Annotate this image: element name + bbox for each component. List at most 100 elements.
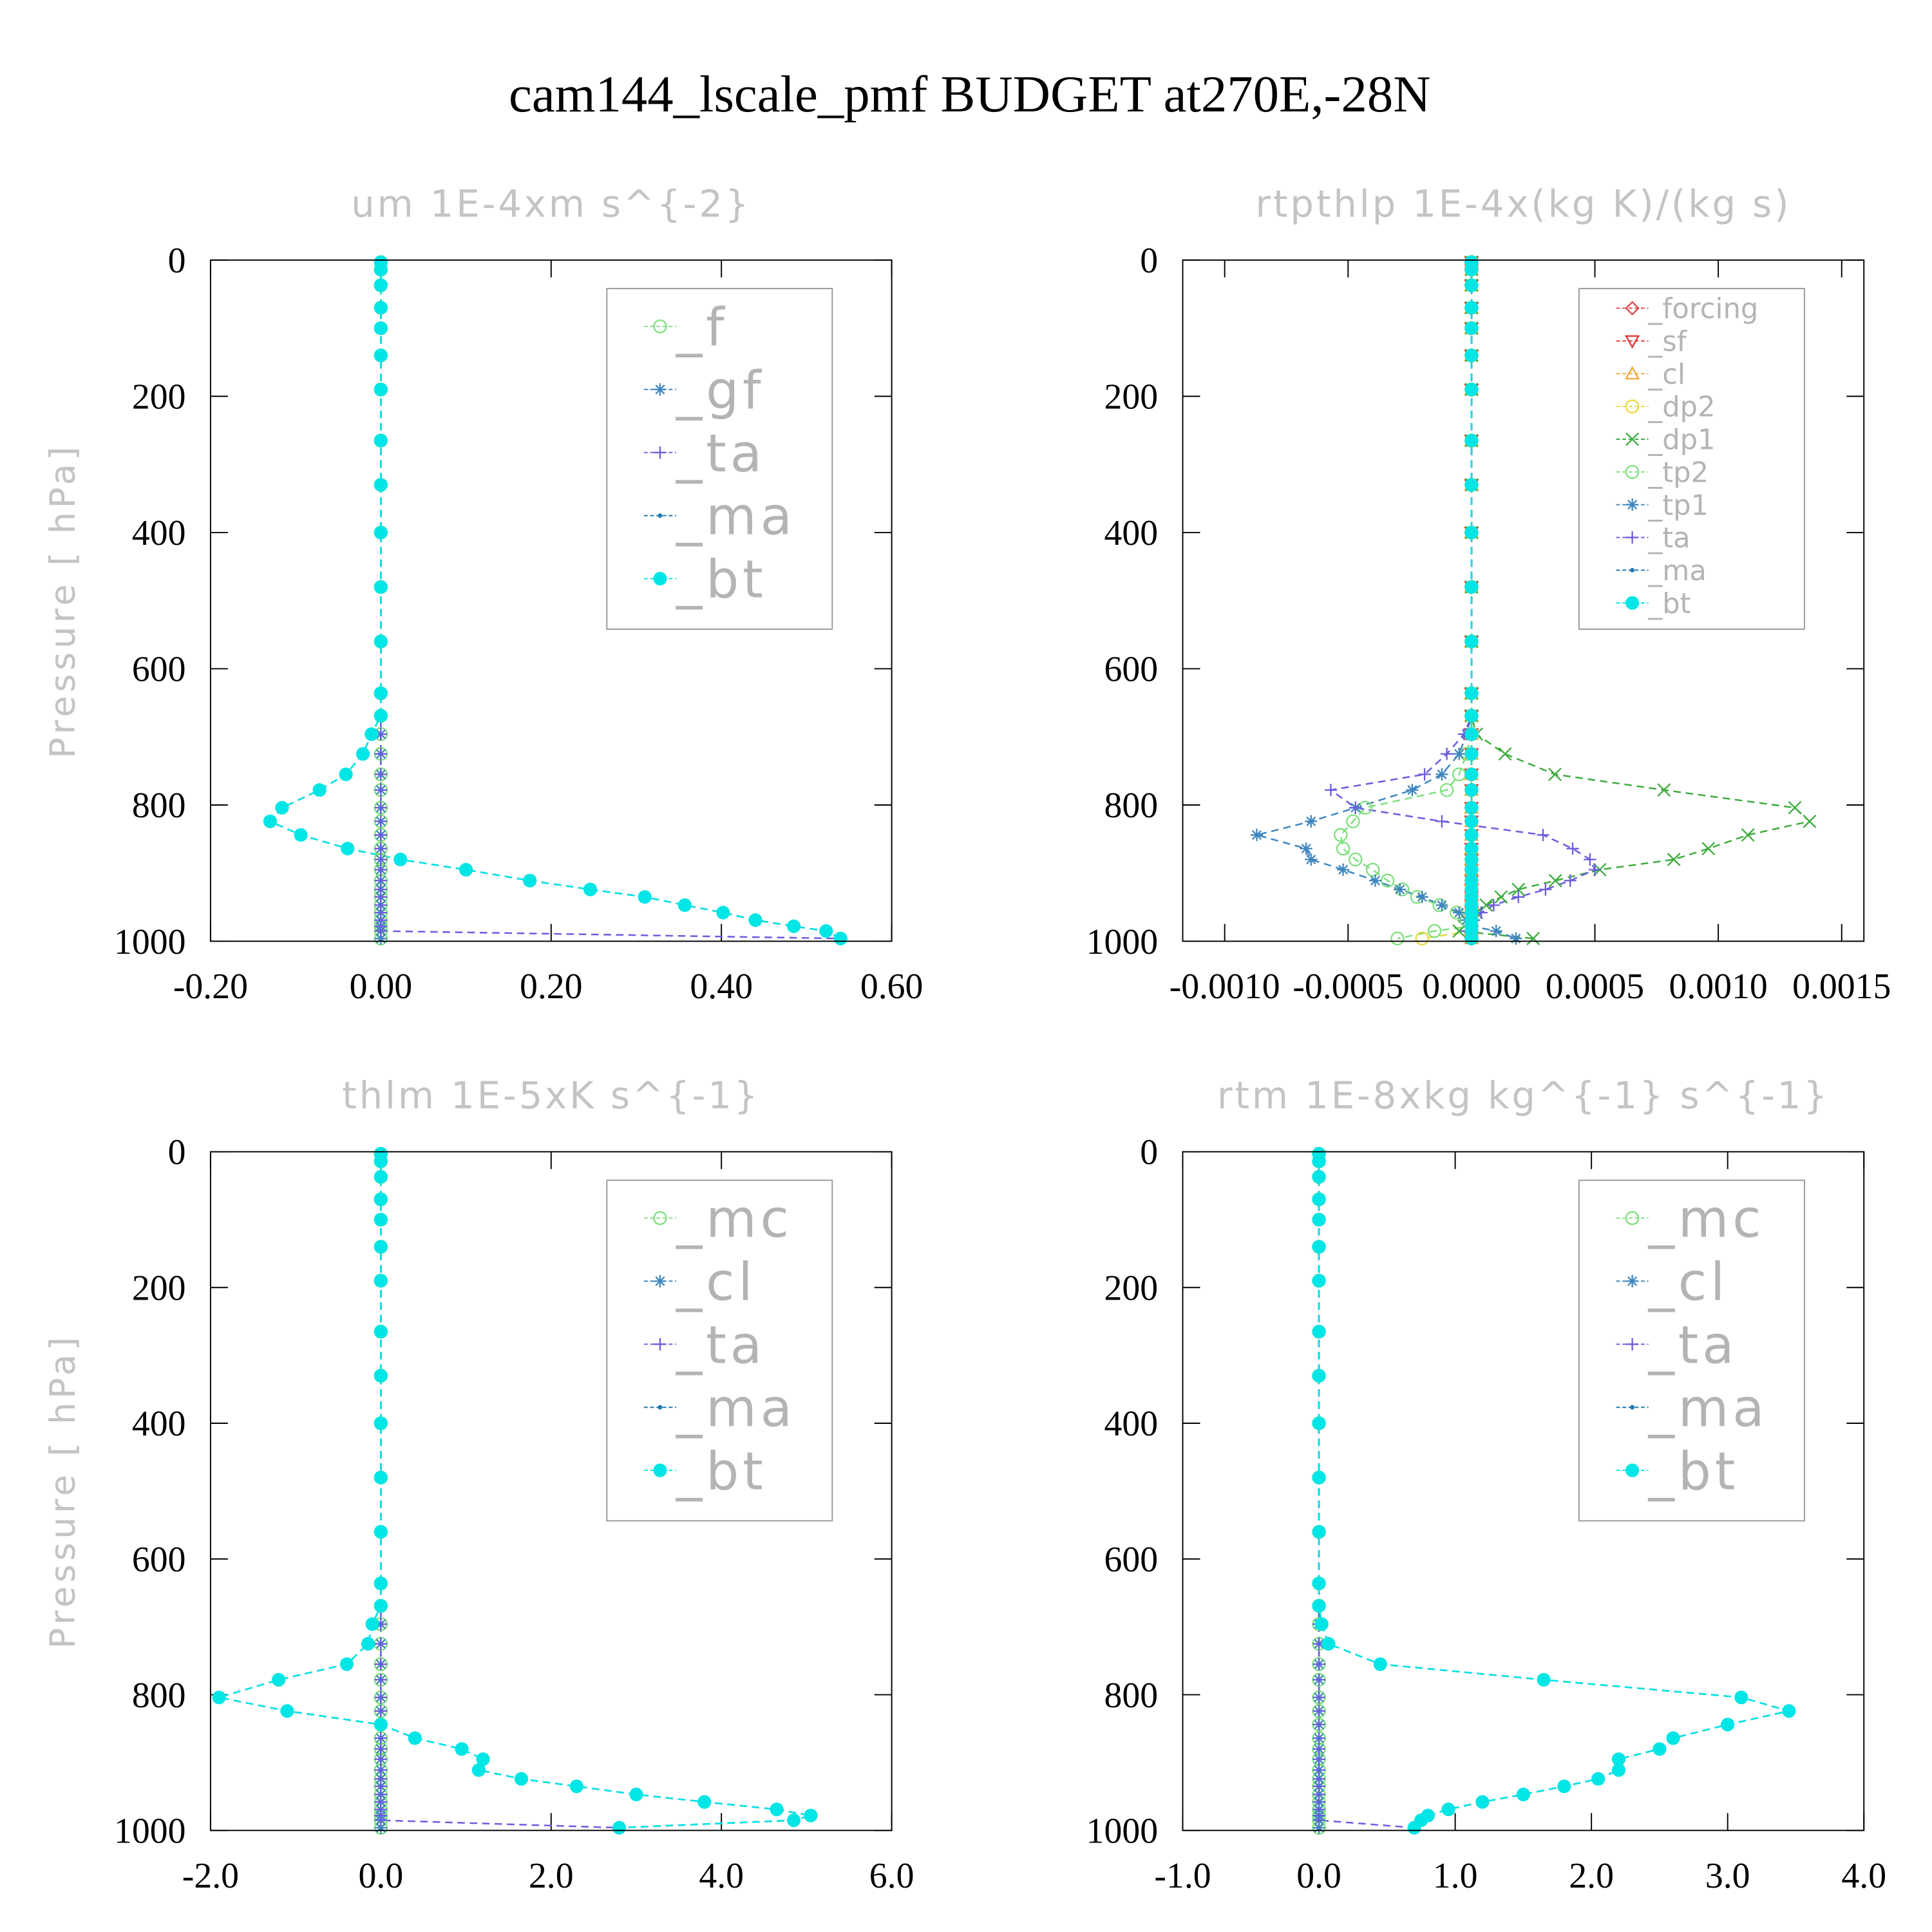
data-point — [374, 863, 387, 876]
data-point — [1312, 1525, 1326, 1539]
legend-label: _forcing — [1648, 293, 1759, 325]
legend-label: _ma — [1648, 1378, 1768, 1439]
data-point — [339, 1657, 354, 1671]
data-point — [471, 1763, 486, 1777]
data-point — [1490, 925, 1502, 938]
data-point — [1464, 842, 1479, 856]
data-point — [374, 321, 388, 336]
data-point — [1337, 863, 1350, 876]
data-point — [374, 686, 388, 701]
data-point — [1464, 686, 1479, 701]
x-tick-label: -1.0 — [1154, 1856, 1211, 1896]
data-point — [374, 1705, 387, 1718]
data-point — [1312, 1718, 1325, 1731]
data-point — [1464, 478, 1479, 492]
data-point — [1464, 828, 1479, 842]
data-point — [1312, 1691, 1325, 1704]
data-point — [1701, 842, 1716, 856]
legend-label: _mc — [1648, 1189, 1765, 1250]
data-point — [365, 1617, 379, 1631]
data-point — [1653, 1742, 1667, 1756]
data-point — [275, 800, 289, 815]
data-point — [1373, 1657, 1387, 1671]
legend-marker — [1625, 366, 1640, 380]
data-point — [374, 815, 387, 828]
legend-marker — [654, 1274, 667, 1287]
y-tick-label: 800 — [132, 1676, 186, 1716]
data-point — [455, 1742, 469, 1756]
data-point — [819, 924, 833, 938]
legend-marker — [1625, 1211, 1640, 1226]
legend-label: _sf — [1648, 326, 1688, 358]
legend-label: _ta — [676, 424, 766, 484]
legend-label: _bt — [1648, 588, 1691, 620]
legend-marker — [1626, 1274, 1639, 1287]
data-point — [1418, 768, 1431, 781]
y-tick-label: 600 — [1104, 650, 1158, 690]
data-point — [1312, 1753, 1325, 1766]
legend-label: _ma — [676, 487, 796, 547]
x-tick-label: -0.20 — [173, 967, 248, 1007]
y-tick-label: 200 — [1104, 377, 1158, 417]
y-tick-label: 1000 — [1086, 1812, 1159, 1852]
data-point — [1365, 862, 1380, 877]
x-tick-label: -0.0005 — [1293, 967, 1403, 1007]
data-point — [1406, 784, 1419, 797]
data-point — [1464, 383, 1479, 397]
x-tick-label: 4.0 — [1841, 1856, 1886, 1896]
data-point — [1440, 748, 1454, 761]
data-point — [1312, 1154, 1326, 1168]
data-point — [1427, 923, 1442, 938]
data-point — [1312, 1192, 1326, 1206]
data-point — [1464, 634, 1479, 649]
x-tick-label: 0.20 — [520, 967, 583, 1007]
data-point — [1464, 862, 1479, 877]
data-point — [374, 768, 387, 781]
data-point — [1479, 898, 1493, 912]
data-point — [1321, 1636, 1336, 1651]
data-point — [569, 1779, 584, 1794]
data-point — [1537, 1672, 1551, 1687]
data-point — [374, 1691, 387, 1704]
legend-label: _bt — [676, 550, 767, 611]
data-point — [374, 1718, 388, 1732]
data-point — [1312, 1577, 1326, 1591]
data-point — [374, 1154, 388, 1168]
data-point — [1548, 767, 1562, 781]
legend-box — [1578, 288, 1805, 630]
legend-marker — [653, 319, 667, 334]
data-point — [294, 828, 308, 842]
data-point — [1312, 1213, 1326, 1227]
data-point — [1788, 800, 1802, 815]
panel-title: um 1E-4xm s^{-2} — [351, 182, 751, 226]
y-tick-label: 600 — [132, 1540, 186, 1580]
x-tick-label: 1.0 — [1433, 1856, 1478, 1896]
data-point — [1312, 1705, 1325, 1718]
data-point — [374, 1470, 388, 1484]
legend-marker — [1630, 567, 1635, 573]
legend-marker — [1625, 335, 1640, 349]
data-point — [1588, 863, 1602, 876]
data-point — [374, 801, 387, 814]
data-point — [612, 1821, 627, 1835]
x-tick-label: 6.0 — [869, 1856, 914, 1896]
data-point — [374, 478, 388, 492]
data-point — [272, 1672, 286, 1687]
data-point — [1452, 924, 1466, 938]
data-point — [1312, 1732, 1325, 1745]
data-point — [786, 919, 801, 933]
data-point — [374, 580, 388, 594]
x-tick-label: -0.0010 — [1170, 967, 1280, 1007]
data-point — [1324, 784, 1338, 797]
data-point — [1464, 348, 1479, 363]
data-point — [1539, 883, 1552, 896]
data-point — [1511, 882, 1526, 896]
data-point — [374, 1240, 388, 1254]
data-point — [1346, 814, 1360, 829]
panel: um 1E-4xm s^{-2} Pressure [ hPa] 0 200 400 60… — [42, 182, 923, 1007]
data-point — [374, 1525, 388, 1539]
legend-marker — [654, 446, 667, 459]
data-point — [1487, 898, 1501, 912]
data-point — [1557, 1779, 1571, 1794]
y-tick-label: 0 — [168, 241, 186, 281]
